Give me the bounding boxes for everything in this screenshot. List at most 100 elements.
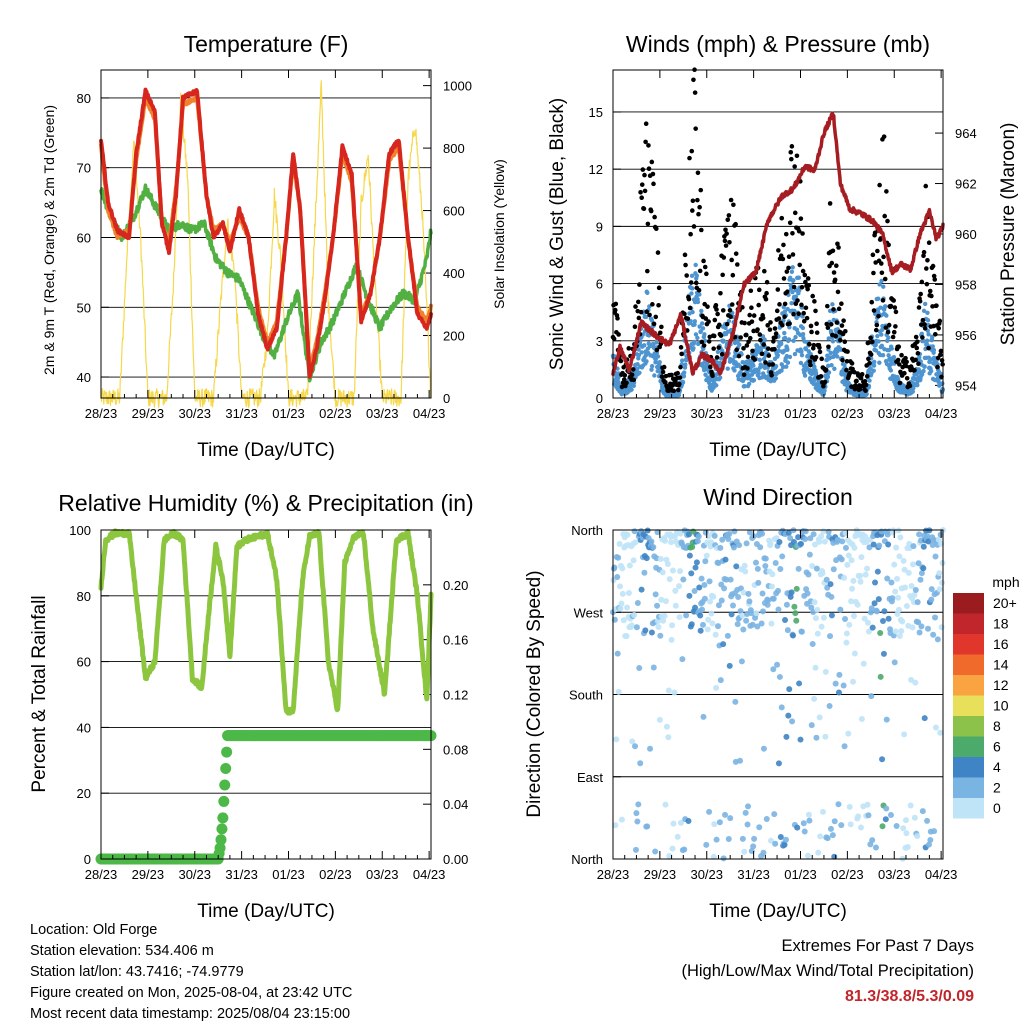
- gust-point: [862, 378, 868, 384]
- wind-direction-point: [815, 849, 822, 856]
- wind-direction-point: [632, 743, 639, 750]
- rh-x-tick-label: 28/23: [85, 867, 118, 882]
- wind-direction-point: [717, 544, 724, 551]
- wind-direction-point: [830, 566, 837, 573]
- gust-point: [688, 280, 694, 285]
- wind-direction-point: [883, 716, 890, 723]
- gust-point: [780, 256, 786, 262]
- gust-point: [870, 252, 876, 258]
- wind-direction-point: [759, 530, 766, 537]
- sonic-wind-point: [881, 284, 886, 289]
- wind-direction-point: [865, 619, 871, 626]
- gust-point: [757, 332, 763, 337]
- sonic-wind-point: [757, 357, 763, 363]
- wind-direction-point: [858, 716, 865, 723]
- extremes-values: 81.3/38.8/5.3/0.09: [845, 988, 974, 1005]
- gust-point: [734, 347, 740, 353]
- gust-point: [769, 373, 774, 378]
- wind-direction-point: [697, 612, 704, 619]
- wind-direction-point: [911, 591, 918, 598]
- relative-humidity-line: [98, 528, 434, 716]
- gust-point: [622, 372, 628, 378]
- wind-direction-point: [873, 608, 880, 615]
- wind-direction-point: [892, 628, 899, 635]
- gust-point: [893, 324, 898, 329]
- wind-direction-point: [917, 576, 924, 583]
- gust-point: [914, 345, 920, 351]
- temp-frame: [100, 69, 432, 399]
- gust-point: [799, 284, 805, 290]
- gust-point: [728, 314, 733, 319]
- sonic-wind-point: [834, 354, 840, 359]
- wind-direction-point: [767, 540, 774, 547]
- gust-point: [787, 220, 793, 226]
- wind-direction-point: [823, 576, 830, 583]
- gust-point: [938, 348, 944, 354]
- wind-direction-point: [920, 543, 927, 550]
- wind-direction-point: [698, 575, 705, 582]
- gust-point: [756, 287, 762, 293]
- wind-direction-point: [754, 623, 761, 630]
- gust-point: [828, 321, 834, 327]
- wind-direction-point: [725, 536, 732, 543]
- wind-direction-point: [881, 608, 888, 615]
- wind-direction-point: [880, 650, 887, 657]
- sonic-wind-point: [779, 368, 784, 373]
- wind-direction-point: [911, 814, 918, 821]
- wind-direction-point: [739, 835, 746, 842]
- gust-point: [763, 360, 768, 365]
- gust-point: [626, 346, 632, 351]
- wind-y-tick-label: 12: [589, 162, 603, 177]
- wind-direction-point: [696, 584, 703, 591]
- wind-direction-point: [802, 528, 809, 535]
- sonic-wind-point: [742, 376, 747, 381]
- gust-point: [724, 231, 729, 236]
- gust-point: [675, 370, 680, 376]
- wind-title: Winds (mph) & Pressure (mb): [626, 31, 930, 57]
- wind-x-tick-label: 02/23: [831, 406, 864, 421]
- sonic-wind-point: [926, 332, 931, 337]
- wind-direction-point: [838, 822, 845, 829]
- gust-point: [789, 144, 795, 149]
- gust-point: [781, 242, 786, 248]
- wind-direction-point: [857, 824, 864, 831]
- gust-point: [920, 317, 926, 323]
- dir-x-tick-label: 30/23: [690, 867, 723, 882]
- gust-point: [744, 343, 750, 348]
- gust-point: [844, 358, 850, 364]
- gust-point: [659, 324, 664, 330]
- station-info: Location: Old Forge Station elevation: 5…: [30, 920, 352, 1025]
- wind-direction-point: [702, 558, 709, 565]
- gust-point: [805, 276, 811, 281]
- wind-direction-point: [683, 612, 690, 619]
- gust-point: [642, 172, 647, 178]
- wind-direction-point: [894, 575, 901, 582]
- wind-direction-point: [851, 650, 858, 657]
- wind-direction-point: [728, 611, 735, 618]
- gust-point: [796, 311, 801, 317]
- wind-direction-point: [806, 551, 813, 558]
- wind-direction-point: [910, 561, 916, 568]
- wind-direction-point: [634, 818, 641, 825]
- wind-direction-point: [628, 622, 635, 629]
- wind-direction-point: [712, 631, 719, 638]
- gust-point: [929, 293, 934, 299]
- gust-point: [767, 327, 773, 332]
- gust-point: [747, 335, 753, 341]
- gust-point: [682, 311, 687, 317]
- sonic-wind-point: [930, 334, 935, 339]
- gust-point: [725, 217, 731, 223]
- sonic-wind-point: [644, 359, 649, 364]
- wind-direction-point: [716, 819, 723, 826]
- gust-point: [685, 316, 691, 321]
- gust-point: [896, 344, 902, 350]
- sonic-wind-point: [753, 352, 759, 357]
- wind-direction-point: [643, 555, 650, 562]
- gust-point: [724, 321, 730, 327]
- wind-direction-point: [749, 621, 756, 628]
- wind-direction-point: [900, 825, 907, 832]
- wind-direction-point: [885, 541, 892, 548]
- sonic-wind-point: [782, 335, 788, 341]
- wind-direction-point: [664, 560, 671, 567]
- wind-direction-point: [677, 530, 684, 537]
